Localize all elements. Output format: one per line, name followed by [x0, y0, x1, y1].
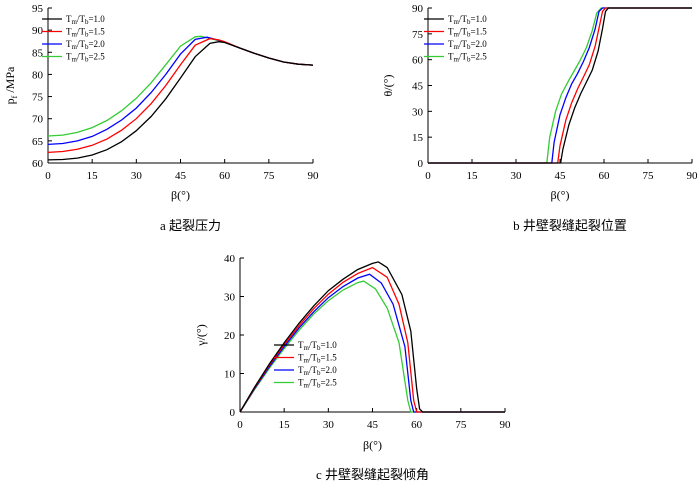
- series-line-1: [239, 261, 505, 413]
- chart-caption: c 井壁裂缝起裂倾角: [316, 467, 429, 482]
- series-line-3: [428, 7, 692, 164]
- y-tick-label: 0: [418, 158, 424, 170]
- x-tick-label: 30: [131, 170, 143, 182]
- x-tick-label: 60: [599, 170, 611, 182]
- x-tick-label: 60: [411, 419, 423, 431]
- y-tick-label: 90: [32, 25, 44, 37]
- y-tick-label: 80: [32, 69, 44, 81]
- x-tick-label: 90: [500, 419, 512, 431]
- y-tick-label: 40: [224, 253, 236, 265]
- x-axis-label: β(°): [171, 188, 190, 202]
- y-axis-label: pf /MPa: [3, 66, 19, 104]
- x-axis-label: β(°): [363, 438, 382, 452]
- x-tick-label: 75: [643, 170, 655, 182]
- legend-entry: Tm/Tb=1.0: [66, 14, 105, 26]
- x-tick-label: 30: [511, 170, 523, 182]
- series-line-1: [428, 7, 692, 164]
- legend-entry: Tm/Tb=2.0: [298, 365, 337, 377]
- legend-entry: Tm/Tb=2.5: [298, 378, 337, 390]
- series-line-2: [428, 7, 692, 164]
- y-tick-label: 65: [32, 136, 44, 148]
- x-tick-label: 75: [263, 170, 275, 182]
- legend-entry: Tm/Tb=1.5: [298, 353, 337, 365]
- y-tick-label: 95: [32, 3, 44, 15]
- y-tick-label: 60: [32, 158, 44, 170]
- x-tick-label: 0: [237, 419, 243, 431]
- y-tick-label: 30: [412, 106, 424, 118]
- legend-entry: Tm/Tb=1.5: [448, 27, 487, 39]
- x-tick-label: 45: [367, 419, 379, 431]
- x-tick-label: 90: [687, 170, 699, 182]
- y-tick-label: 45: [412, 81, 424, 93]
- legend-entry: Tm/Tb=2.5: [66, 52, 105, 64]
- chart-caption: b 井壁裂缝起裂位置: [513, 218, 627, 233]
- y-axis-label: γ/(°): [194, 324, 208, 346]
- y-tick-label: 30: [224, 292, 236, 304]
- x-tick-label: 15: [279, 419, 291, 431]
- legend-entry: Tm/Tb=2.0: [66, 39, 105, 51]
- y-tick-label: 85: [32, 47, 44, 59]
- x-tick-label: 15: [87, 170, 99, 182]
- x-tick-label: 30: [323, 419, 335, 431]
- y-tick-label: 15: [412, 132, 424, 144]
- chart-panel-2: 0 15 30 45 60 75 90 0 15 30 45 60 75 90 β(°) θ/(°) b 井壁裂…: [381, 3, 698, 233]
- x-tick-label: 45: [555, 170, 567, 182]
- series-line-4: [428, 7, 692, 164]
- x-tick-label: 0: [425, 170, 431, 182]
- legend-entry: Tm/Tb=2.5: [448, 52, 487, 64]
- x-axis-label: β(°): [551, 188, 570, 202]
- series-line-1: [47, 41, 314, 161]
- y-tick-label: 0: [230, 407, 236, 419]
- y-tick-label: 75: [412, 29, 424, 41]
- y-tick-label: 75: [32, 92, 44, 104]
- x-tick-label: 45: [175, 170, 187, 182]
- y-tick-label: 70: [32, 114, 44, 126]
- x-tick-label: 60: [219, 170, 231, 182]
- chart-caption: a 起裂压力: [160, 218, 221, 233]
- legend-entry: Tm/Tb=1.0: [448, 14, 487, 26]
- y-tick-label: 90: [412, 3, 424, 15]
- x-tick-label: 15: [467, 170, 479, 182]
- y-axis-label: θ/(°): [381, 75, 395, 97]
- legend-entry: Tm/Tb=2.0: [448, 39, 487, 51]
- legend-entry: Tm/Tb=1.5: [66, 27, 105, 39]
- chart-panel-1: 0 15 30 45 60 75 90 60 65 70 75 80 85 90 95 β(°) pf /MPa…: [3, 3, 319, 233]
- x-tick-label: 75: [455, 419, 467, 431]
- chart-panel-3: 0 15 30 45 60 75 90 0 10 20 30 40 β(°) γ/(°) c 井壁裂缝起裂倾…: [194, 253, 511, 482]
- x-tick-label: 90: [308, 170, 320, 182]
- series-line-4: [239, 280, 505, 413]
- y-tick-label: 60: [412, 55, 424, 67]
- legend-entry: Tm/Tb=1.0: [298, 340, 337, 352]
- y-tick-label: 20: [224, 330, 236, 342]
- series-line-3: [239, 273, 505, 413]
- x-tick-label: 0: [45, 170, 51, 182]
- series-line-2: [239, 266, 505, 413]
- y-tick-label: 10: [224, 369, 236, 381]
